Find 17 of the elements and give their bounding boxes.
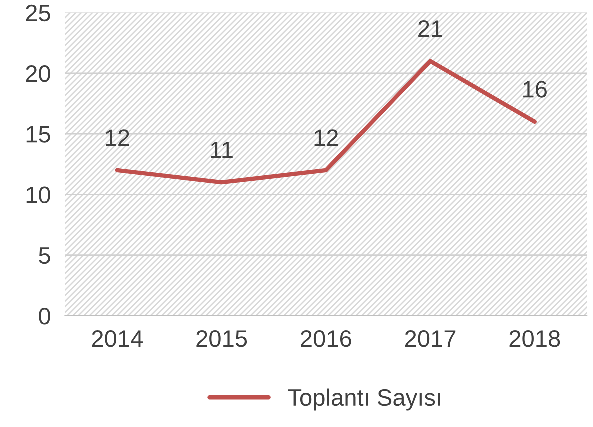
data-label: 21 [418, 20, 442, 37]
y-tick-label: 15 [26, 126, 50, 143]
x-tick-label: 2014 [92, 330, 143, 348]
y-tick-label: 10 [26, 186, 50, 204]
y-tick-label: 5 [39, 248, 50, 264]
data-label: 11 [211, 142, 233, 158]
legend-label: Toplantı Sayısı [288, 388, 440, 411]
x-tick-label: 2015 [196, 330, 248, 348]
y-tick-label: 20 [26, 66, 50, 82]
x-tick-label: 2018 [510, 330, 560, 348]
x-tick-label: 2016 [301, 330, 352, 348]
x-tick-label: 2017 [405, 330, 456, 348]
data-label: 16 [524, 81, 547, 98]
data-label: 12 [106, 130, 130, 146]
y-tick-label: 25 [26, 4, 50, 22]
y-tick-label: 0 [39, 308, 50, 325]
data-label: 12 [314, 130, 338, 146]
